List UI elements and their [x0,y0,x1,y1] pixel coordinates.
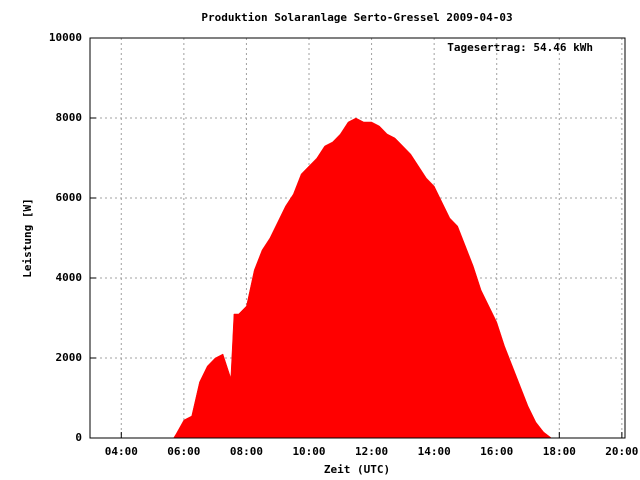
y-tick-label: 6000 [56,191,83,204]
x-tick-label: 10:00 [292,445,325,458]
x-axis-label: Zeit (UTC) [324,463,390,476]
x-tick-label: 18:00 [543,445,576,458]
y-tick-label: 4000 [56,271,83,284]
x-tick-label: 08:00 [230,445,263,458]
y-axis-label: Leistung [W] [21,198,34,277]
annotation: Tagesertrag: 54.46 kWh [447,41,593,54]
x-tick-label: 12:00 [355,445,388,458]
y-tick-label: 2000 [56,351,83,364]
x-tick-label: 06:00 [167,445,200,458]
x-tick-label: 14:00 [418,445,451,458]
area [173,117,553,439]
y-tick-label: 10000 [49,31,82,44]
plot-border [89,37,626,439]
chart-title: Produktion Solaranlage Serto-Gressel 200… [201,11,512,24]
y-tick-label: 0 [75,431,82,444]
x-tick-label: 20:00 [605,445,638,458]
x-tick-label: 04:00 [105,445,138,458]
y-tick-label: 8000 [56,111,83,124]
x-tick-label: 16:00 [480,445,513,458]
